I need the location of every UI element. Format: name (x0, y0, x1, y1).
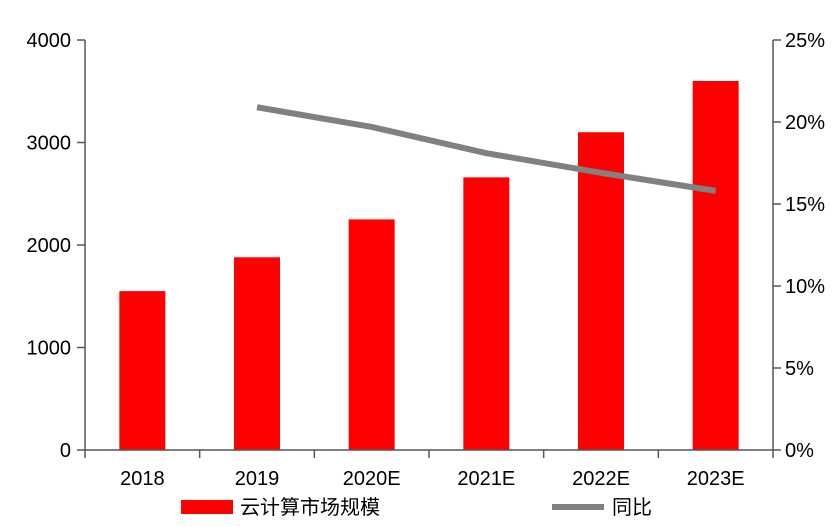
bar-2019 (234, 257, 280, 450)
y-left-tick-label: 3000 (27, 133, 72, 155)
x-tick-label: 2022E (572, 468, 630, 490)
bar-2021E (463, 177, 510, 450)
legend-label-bar: 云计算市场规模 (240, 495, 380, 519)
x-tick-label: 2023E (687, 468, 745, 490)
y-right-tick-label: 15% (785, 194, 825, 216)
axes: 0 1000 2000 3000 4000 0% 5% 10% 15% 20% 25% 2018 201… (27, 30, 826, 490)
line-series (256, 104, 717, 194)
y-right-tick-label: 0% (785, 440, 814, 462)
y-left-tick-label: 1000 (27, 338, 72, 360)
x-tick-label: 2019 (235, 468, 280, 490)
x-tick-label: 2021E (457, 468, 515, 490)
bar-series (119, 81, 739, 450)
y-left-tick-label: 0 (60, 440, 71, 462)
bar-2023E (692, 81, 739, 450)
y-right-tick-label: 25% (785, 30, 825, 52)
bar-2020E (348, 219, 395, 450)
legend-label-line: 同比 (612, 495, 652, 519)
legend-swatch-bar (181, 500, 233, 514)
bar-2022E (578, 132, 624, 450)
y-left-tick-label: 2000 (27, 235, 72, 257)
y-right-tick-label: 10% (785, 276, 825, 298)
y-right-tick-label: 20% (785, 112, 825, 134)
y-right-tick-label: 5% (785, 358, 814, 380)
y-left-tick-label: 4000 (27, 30, 72, 52)
bar-2018 (119, 291, 166, 450)
x-tick-label: 2018 (120, 468, 165, 490)
x-tick-label: 2020E (343, 468, 401, 490)
legend: 云计算市场规模 同比 (181, 495, 652, 519)
